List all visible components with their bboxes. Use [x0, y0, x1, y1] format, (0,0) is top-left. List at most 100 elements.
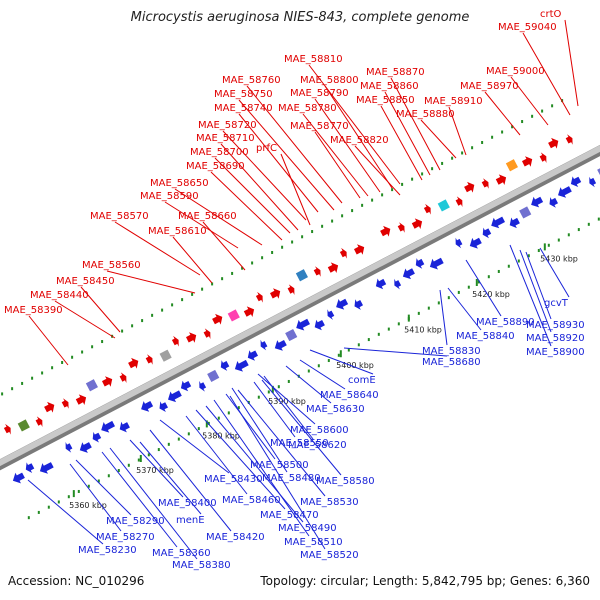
gene-feature-box	[129, 410, 142, 423]
leader-line	[80, 286, 121, 333]
tick-dot	[231, 271, 234, 275]
tick-dot	[457, 290, 460, 294]
tick-dot	[437, 301, 440, 305]
gene-label-reverse: MAE_58420	[206, 532, 265, 543]
gene-label-reverse: MAE_58470	[260, 510, 319, 521]
gene-label-reverse: MAE_58640	[320, 390, 379, 401]
gene-label-reverse: MAE_58500	[250, 460, 309, 471]
tick-dot	[267, 390, 270, 394]
gene-forward-arrow	[243, 306, 255, 317]
leader-line	[439, 289, 448, 346]
gene-label-forward: MAE_58970	[460, 81, 519, 92]
gene-label-reverse: MAE_58620	[288, 440, 347, 451]
tick-label: 5380 kbp	[202, 431, 240, 440]
tick-dot	[441, 161, 444, 165]
gene-label-reverse: MAE_58920	[526, 333, 585, 344]
gene-label-reverse: MAE_58840	[456, 331, 515, 342]
gene-reverse-arrow	[570, 176, 582, 187]
tick-dot	[137, 458, 140, 462]
tick-dot	[147, 453, 150, 457]
tick-dot	[107, 474, 110, 478]
gene-reverse-arrow	[327, 309, 335, 320]
gene-reverse-arrow	[402, 268, 415, 280]
gene-reverse-arrow	[220, 360, 230, 371]
leader-line	[205, 405, 304, 523]
leader-line	[420, 119, 457, 159]
tick-dot	[497, 269, 500, 273]
gene-reverse-arrow	[354, 299, 363, 310]
leader-line	[302, 113, 369, 197]
tick-dot	[41, 371, 44, 375]
gene-reverse-arrow	[469, 237, 482, 249]
gene-reverse-arrow	[531, 196, 544, 208]
leader-line	[159, 419, 230, 474]
gene-forward-arrow	[455, 196, 463, 207]
tick-dot	[91, 345, 94, 349]
genome-backbone	[0, 144, 600, 471]
leader-line	[448, 106, 467, 156]
tick-dot	[511, 125, 514, 129]
gene-label-reverse: gcvT	[544, 298, 569, 309]
tick-dot	[537, 249, 540, 253]
gene-reverse-arrow	[274, 340, 287, 351]
tick-dot	[487, 275, 490, 279]
gene-reverse-arrow	[119, 421, 130, 433]
tick-dot	[541, 109, 544, 113]
leader-line	[195, 409, 286, 510]
gene-label-forward: MAE_58870	[366, 67, 425, 78]
gene-forward-arrow	[212, 313, 223, 325]
gene-feature-box	[17, 419, 30, 432]
tick-dot	[187, 432, 190, 436]
gene-label-forward: MAE_59040	[498, 22, 557, 33]
leader-line	[54, 300, 116, 339]
gene-reverse-arrow	[558, 186, 572, 198]
gene-forward-arrow	[61, 398, 69, 409]
gene-forward-arrow	[464, 181, 475, 193]
tick-dot	[317, 364, 320, 368]
tick-dot	[331, 219, 334, 223]
tick-mark	[271, 385, 274, 393]
gene-label-forward: MAE_58390	[4, 305, 63, 316]
leader-line	[164, 201, 239, 249]
leader-line	[106, 270, 196, 294]
label-layer: MAE_58390 MAE_58440 MAE_58450 MAE_58560 MAE_…	[4, 9, 585, 571]
leader-line	[519, 249, 552, 333]
leader-line	[309, 349, 374, 375]
leader-line	[149, 429, 232, 532]
gene-label-reverse: MAE_58630	[306, 404, 365, 415]
gene-label-forward: MAE_58750	[214, 89, 273, 100]
tick-dot	[341, 214, 344, 218]
gene-reverse-arrow	[549, 197, 558, 208]
tick-dot	[291, 240, 294, 244]
leader-line	[261, 379, 342, 476]
gene-label-forward: MAE_58790	[290, 88, 349, 99]
gene-label-reverse: MAE_58290	[106, 516, 165, 527]
tick-dot	[577, 228, 580, 232]
leader-line	[139, 441, 202, 515]
leader-line	[229, 395, 326, 550]
tick-dot	[521, 120, 524, 124]
gene-forward-arrow	[270, 288, 281, 299]
gene-label-reverse: MAE_58380	[172, 560, 231, 571]
tick-dot	[351, 209, 354, 213]
gene-feature-box	[85, 379, 98, 392]
tick-layer: 5360 kbp 5370 kbp 5380 kbp 5390 kbp 5400 kbp…	[1, 99, 600, 520]
gene-label-forward: MAE_58740	[214, 103, 273, 114]
gene-reverse-arrow	[455, 237, 463, 249]
leader-line	[522, 32, 571, 116]
tick-label: 5400 kbp	[336, 361, 374, 370]
tick-dot	[57, 500, 60, 504]
leader-line	[213, 399, 310, 537]
gene-label-forward: MAE_58860	[360, 81, 419, 92]
tick-dot	[237, 406, 240, 410]
tick-dot	[371, 198, 374, 202]
tick-dot	[391, 188, 394, 192]
tick-mark	[543, 243, 546, 251]
tick-dot	[141, 319, 144, 323]
tick-dot	[157, 448, 160, 452]
gene-label-forward: MAE_58710	[196, 133, 255, 144]
tick-dot	[87, 484, 90, 488]
leader-line	[101, 451, 178, 548]
leader-line	[308, 64, 401, 185]
tick-dot	[377, 332, 380, 336]
